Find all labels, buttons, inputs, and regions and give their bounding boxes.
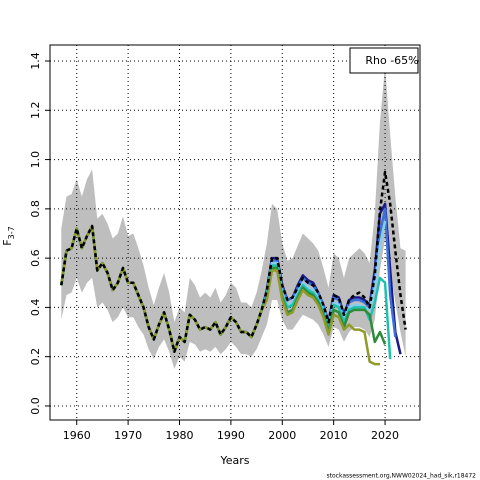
y-tick-label: 0.0 (29, 397, 42, 415)
x-tick-label: 1990 (217, 429, 245, 442)
y-tick-label: 0.8 (29, 200, 42, 218)
y-tick-label: 0.6 (29, 249, 42, 267)
y-axis-label-sub: 3-7 (7, 226, 16, 239)
x-tick-label: 1980 (166, 429, 194, 442)
y-tick-label: 0.2 (29, 348, 42, 366)
x-tick-label: 2000 (268, 429, 296, 442)
y-tick-label: 1.2 (29, 102, 42, 120)
x-tick-label: 2010 (320, 429, 348, 442)
y-tick-label: 1.4 (29, 52, 42, 69)
annotation: Rho -65% (365, 54, 418, 67)
legend-box (349, 47, 419, 74)
y-tick-label: 1.0 (29, 151, 42, 169)
plot-area (50, 45, 420, 420)
y-axis-label: F3-7 (1, 226, 16, 245)
plot-frame (49, 44, 421, 421)
y-axis-label-main: F (1, 239, 14, 245)
x-axis-label: Years (219, 454, 249, 467)
footer: stockassessment.org,NWW02024_had_sik,r18… (327, 473, 477, 480)
series-line (60, 170, 407, 354)
confidence-band (61, 65, 406, 369)
x-tick-label: 2020 (371, 429, 399, 442)
y-tick-label: 0.4 (29, 299, 42, 317)
x-tick-label: 1960 (63, 429, 91, 442)
x-tick-label: 1970 (114, 429, 142, 442)
